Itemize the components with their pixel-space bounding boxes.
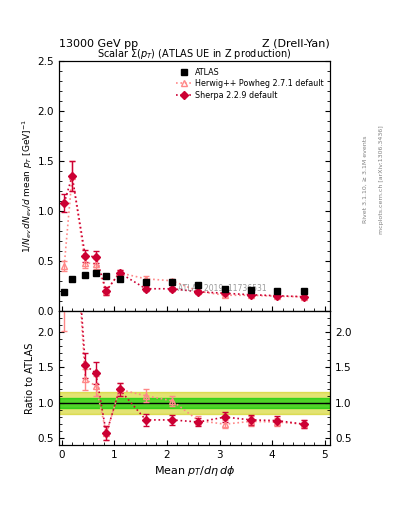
- Text: mcplots.cern.ch [arXiv:1306.3436]: mcplots.cern.ch [arXiv:1306.3436]: [379, 125, 384, 233]
- Title: Scalar $\Sigma(p_T)$ (ATLAS UE in Z production): Scalar $\Sigma(p_T)$ (ATLAS UE in Z prod…: [97, 47, 292, 61]
- Text: 13000 GeV pp: 13000 GeV pp: [59, 38, 138, 49]
- Y-axis label: $1/N_{ev}\,dN_{ev}/d$ mean $p_T$ [GeV]$^{-1}$: $1/N_{ev}\,dN_{ev}/d$ mean $p_T$ [GeV]$^…: [20, 119, 35, 253]
- Bar: [59, 398, 330, 408]
- Bar: [59, 392, 330, 414]
- Legend: ATLAS, Herwig++ Powheg 2.7.1 default, Sherpa 2.2.9 default: ATLAS, Herwig++ Powheg 2.7.1 default, Sh…: [173, 66, 326, 102]
- Text: ATLAS 2019  11736531: ATLAS 2019 11736531: [178, 284, 267, 293]
- Text: Z (Drell-Yan): Z (Drell-Yan): [263, 38, 330, 49]
- Text: Rivet 3.1.10, ≥ 3.1M events: Rivet 3.1.10, ≥ 3.1M events: [363, 136, 368, 223]
- Y-axis label: Ratio to ATLAS: Ratio to ATLAS: [25, 343, 35, 414]
- X-axis label: Mean $p_T/d\eta\,d\phi$: Mean $p_T/d\eta\,d\phi$: [154, 464, 235, 479]
